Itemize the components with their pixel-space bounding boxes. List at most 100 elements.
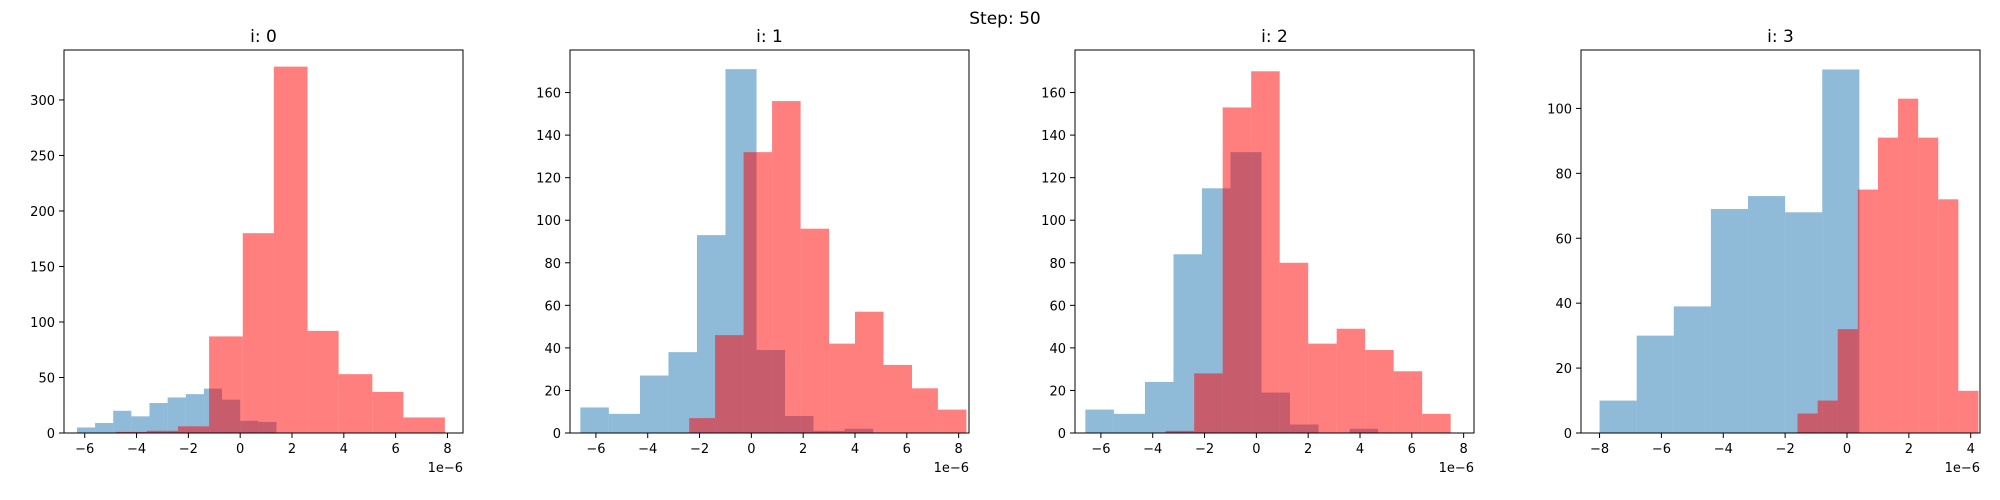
histogram-bar	[1422, 413, 1451, 433]
y-tick-label: 60	[544, 299, 561, 314]
x-offset-label: 1e−6	[1945, 461, 1980, 476]
x-tick-label: −4	[127, 442, 146, 457]
x-tick-label: 4	[851, 442, 859, 457]
histogram-bar	[372, 391, 404, 433]
x-tick-label: −6	[75, 442, 94, 457]
histogram-bar	[167, 397, 186, 433]
y-tick-label: 200	[30, 205, 55, 220]
y-tick-label: 0	[1058, 427, 1066, 442]
histogram-bar	[95, 423, 114, 433]
histogram-bar	[242, 233, 274, 433]
x-tick-label: 4	[1967, 442, 1975, 457]
y-tick-label: 20	[1555, 362, 1572, 377]
histogram-bar	[829, 343, 855, 433]
subplot-title: i: 2	[1261, 27, 1288, 47]
histogram-bar	[1336, 328, 1366, 433]
histogram-bar	[185, 394, 204, 433]
histogram-bar	[1393, 371, 1423, 433]
y-tick-label: 100	[1041, 214, 1066, 229]
histogram-bar	[855, 311, 884, 433]
y-tick-label: 60	[1049, 299, 1066, 314]
y-tick-label: 0	[47, 427, 55, 442]
histogram-bar	[1918, 137, 1939, 433]
subplot-title: i: 3	[1767, 27, 1794, 47]
x-tick-label: 0	[1252, 442, 1260, 457]
y-tick-label: 20	[544, 384, 561, 399]
histogram-bar	[1958, 390, 1979, 433]
y-tick-label: 120	[1041, 172, 1066, 187]
y-tick-label: 50	[38, 371, 55, 386]
y-tick-label: 80	[1049, 257, 1066, 272]
y-tick-label: 40	[544, 342, 561, 357]
histogram-bar	[912, 388, 938, 433]
x-tick-label: −4	[1143, 442, 1162, 457]
histogram-bar	[1251, 71, 1280, 434]
x-tick-label: −2	[1195, 442, 1214, 457]
axes-frame	[1074, 49, 1475, 434]
y-tick-label: 160	[1041, 87, 1066, 102]
y-tick-label: 80	[544, 257, 561, 272]
x-tick-label: 4	[1356, 442, 1364, 457]
x-tick-label: 2	[799, 442, 807, 457]
y-tick-label: 80	[1555, 167, 1572, 182]
histogram-bar	[1817, 400, 1838, 433]
histogram-bar	[146, 430, 178, 433]
figure-title: Step: 50	[969, 9, 1040, 29]
y-tick-label: 40	[1555, 297, 1572, 312]
axes-frame	[569, 49, 970, 434]
x-tick-label: −4	[1714, 442, 1733, 457]
histogram-bar	[178, 426, 210, 433]
x-tick-label: 8	[1459, 442, 1467, 457]
histogram-bar	[307, 330, 339, 433]
x-tick-label: −2	[1776, 442, 1795, 457]
histogram-bar	[1365, 350, 1394, 433]
histogram-bar	[1085, 409, 1114, 433]
x-tick-label: −8	[1590, 442, 1609, 457]
y-tick-label: 140	[1041, 129, 1066, 144]
y-tick-label: 100	[30, 316, 55, 331]
x-tick-label: −6	[586, 442, 605, 457]
histogram-bar	[1857, 189, 1878, 433]
histogram-bar	[1279, 262, 1309, 433]
x-tick-label: 8	[443, 442, 451, 457]
histogram-bar	[608, 413, 640, 433]
histogram-bar	[580, 407, 609, 433]
histogram-bar	[1748, 196, 1786, 433]
y-tick-label: 250	[30, 149, 55, 164]
histogram-bar	[1837, 329, 1858, 433]
histogram-bar	[1898, 98, 1919, 434]
histogram-bar	[1673, 306, 1711, 433]
axes-frame	[1580, 49, 1981, 434]
y-tick-label: 0	[1564, 427, 1572, 442]
histogram-bar	[639, 375, 669, 433]
x-tick-label: 6	[903, 442, 911, 457]
x-tick-label: 2	[1304, 442, 1312, 457]
x-tick-label: 6	[1408, 442, 1416, 457]
histogram-bar	[76, 427, 96, 433]
y-tick-label: 60	[1555, 232, 1572, 247]
y-tick-label: 100	[1547, 102, 1572, 117]
x-tick-label: 4	[340, 442, 348, 457]
histogram-bar	[1785, 212, 1823, 433]
histogram-bar	[338, 374, 373, 433]
x-tick-label: 6	[391, 442, 399, 457]
histogram-bar	[1938, 199, 1959, 433]
x-offset-label: 1e−6	[1439, 461, 1474, 476]
histogram-bar	[1165, 430, 1195, 433]
histogram-bar	[149, 403, 168, 433]
histogram-bar	[403, 417, 445, 433]
histogram-bar	[113, 410, 132, 433]
histogram-bar	[883, 364, 912, 433]
histogram-bar	[1599, 400, 1637, 433]
histogram-bar	[1194, 373, 1223, 433]
histogram-bar	[1308, 343, 1337, 433]
subplot-0: −6 −4 −2 0 2 4 6 8 0 50 100 150 200 250 300 i: 0 1e−6	[30, 27, 464, 476]
histogram-bar	[115, 431, 147, 433]
y-tick-label: 300	[30, 94, 55, 109]
y-tick-label: 150	[30, 260, 55, 275]
axes-frame	[63, 49, 464, 434]
